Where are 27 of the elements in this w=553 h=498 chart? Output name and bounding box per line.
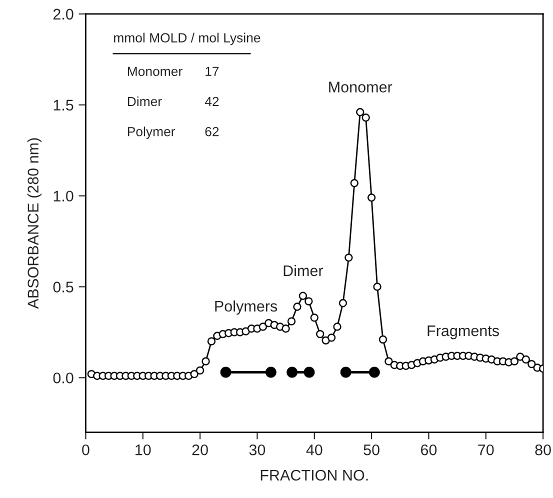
annotation: Dimer — [284, 264, 324, 276]
annotation: Polymer — [128, 126, 176, 139]
x-tick-label: 60 — [420, 444, 437, 456]
annotation: 17 — [206, 66, 219, 76]
x-tick-label: 70 — [478, 444, 494, 456]
x-tick-label: 80 — [535, 444, 551, 456]
x-tick-label: 0 — [82, 444, 90, 456]
y-tick-label: 0.0 — [53, 372, 74, 384]
x-tick-label: 40 — [306, 444, 322, 456]
x-tick-label: 10 — [136, 444, 151, 456]
annotation: 42 — [204, 96, 219, 106]
y-tick-label: 1.5 — [54, 100, 74, 111]
y-tick-label: 1.0 — [54, 190, 74, 202]
y-tick-label: 0.5 — [53, 282, 74, 292]
annotation: Monomer — [128, 66, 182, 76]
annotation: Polymers — [215, 300, 278, 315]
y-axis-title: ABSORBANCE (280 nm) — [27, 138, 42, 309]
annotation: Dimer — [128, 96, 162, 106]
x-tick-label: 20 — [192, 444, 208, 456]
x-tick-label: 30 — [249, 444, 266, 456]
annotation: Monomer — [329, 82, 392, 92]
annotation: 62 — [205, 126, 219, 136]
annotation: Fragments — [428, 326, 499, 340]
x-tick-label: 50 — [364, 444, 380, 456]
annotation: mmol MOLD / mol Lysine — [114, 32, 260, 46]
x-axis-title: FRACTION NO. — [260, 470, 368, 481]
y-tick-label: 2.0 — [53, 8, 74, 20]
